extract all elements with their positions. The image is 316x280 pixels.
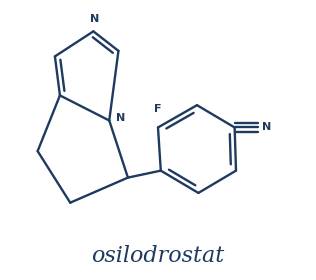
Text: osilodrostat: osilodrostat <box>91 245 225 267</box>
Text: N: N <box>90 14 99 24</box>
Text: N: N <box>262 122 271 132</box>
Text: F: F <box>154 104 162 113</box>
Text: N: N <box>116 113 125 123</box>
